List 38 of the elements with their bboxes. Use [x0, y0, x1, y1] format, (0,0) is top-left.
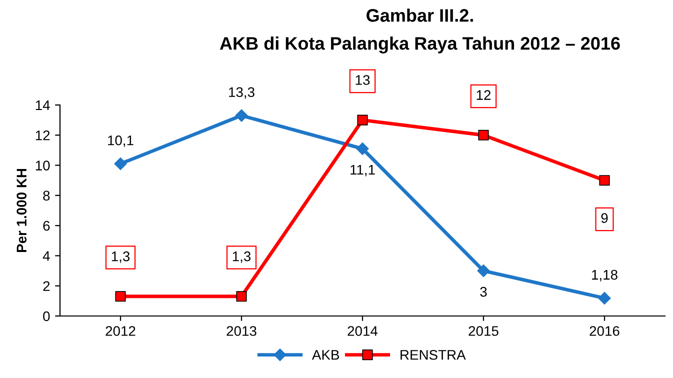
chart-subtitle: AKB di Kota Palangka Raya Tahun 2012 – 2016: [220, 36, 620, 54]
x-tick-label: 2013: [226, 326, 256, 336]
point: [114, 157, 127, 170]
data-label: 12: [476, 90, 491, 100]
point: [115, 291, 126, 302]
data-label: 10,1: [108, 135, 134, 147]
x-tick-label: 2016: [590, 326, 620, 336]
point: [357, 114, 368, 126]
legend-label: AKB: [312, 350, 340, 360]
y-tick-label: 6: [43, 220, 50, 231]
data-label: 3: [480, 286, 487, 297]
data-label: 1,3: [232, 251, 251, 263]
y-tick-label: 10: [36, 160, 50, 170]
data-label: 13,3: [229, 87, 254, 99]
point: [236, 291, 247, 302]
y-tick-label: 0: [43, 311, 50, 322]
point: [478, 130, 489, 140]
y-tick-label: 8: [43, 190, 50, 201]
x-tick-label: 2015: [468, 326, 498, 336]
point: [599, 175, 610, 186]
data-label: 9: [601, 213, 608, 223]
y-tick-label: 2: [43, 281, 50, 291]
point: [598, 292, 611, 305]
point: [477, 264, 490, 278]
data-label: 1,3: [112, 251, 130, 263]
x-tick-label: 2012: [106, 326, 136, 336]
y-tick-label: 12: [36, 130, 50, 140]
y-tick-label: 14: [36, 100, 50, 110]
data-label: 11,1: [350, 164, 375, 176]
point: [356, 142, 369, 156]
chart-title: Gambar III.2.: [366, 8, 473, 22]
y-tick-label: 4: [42, 251, 50, 261]
point: [235, 109, 248, 122]
x-tick-label: 2014: [348, 326, 378, 336]
data-label: 13: [356, 75, 370, 85]
legend-label: RENSTRA: [400, 350, 466, 360]
y-axis-title: Per 1.000 KH: [16, 168, 27, 252]
data-label: 1,18: [592, 270, 618, 282]
